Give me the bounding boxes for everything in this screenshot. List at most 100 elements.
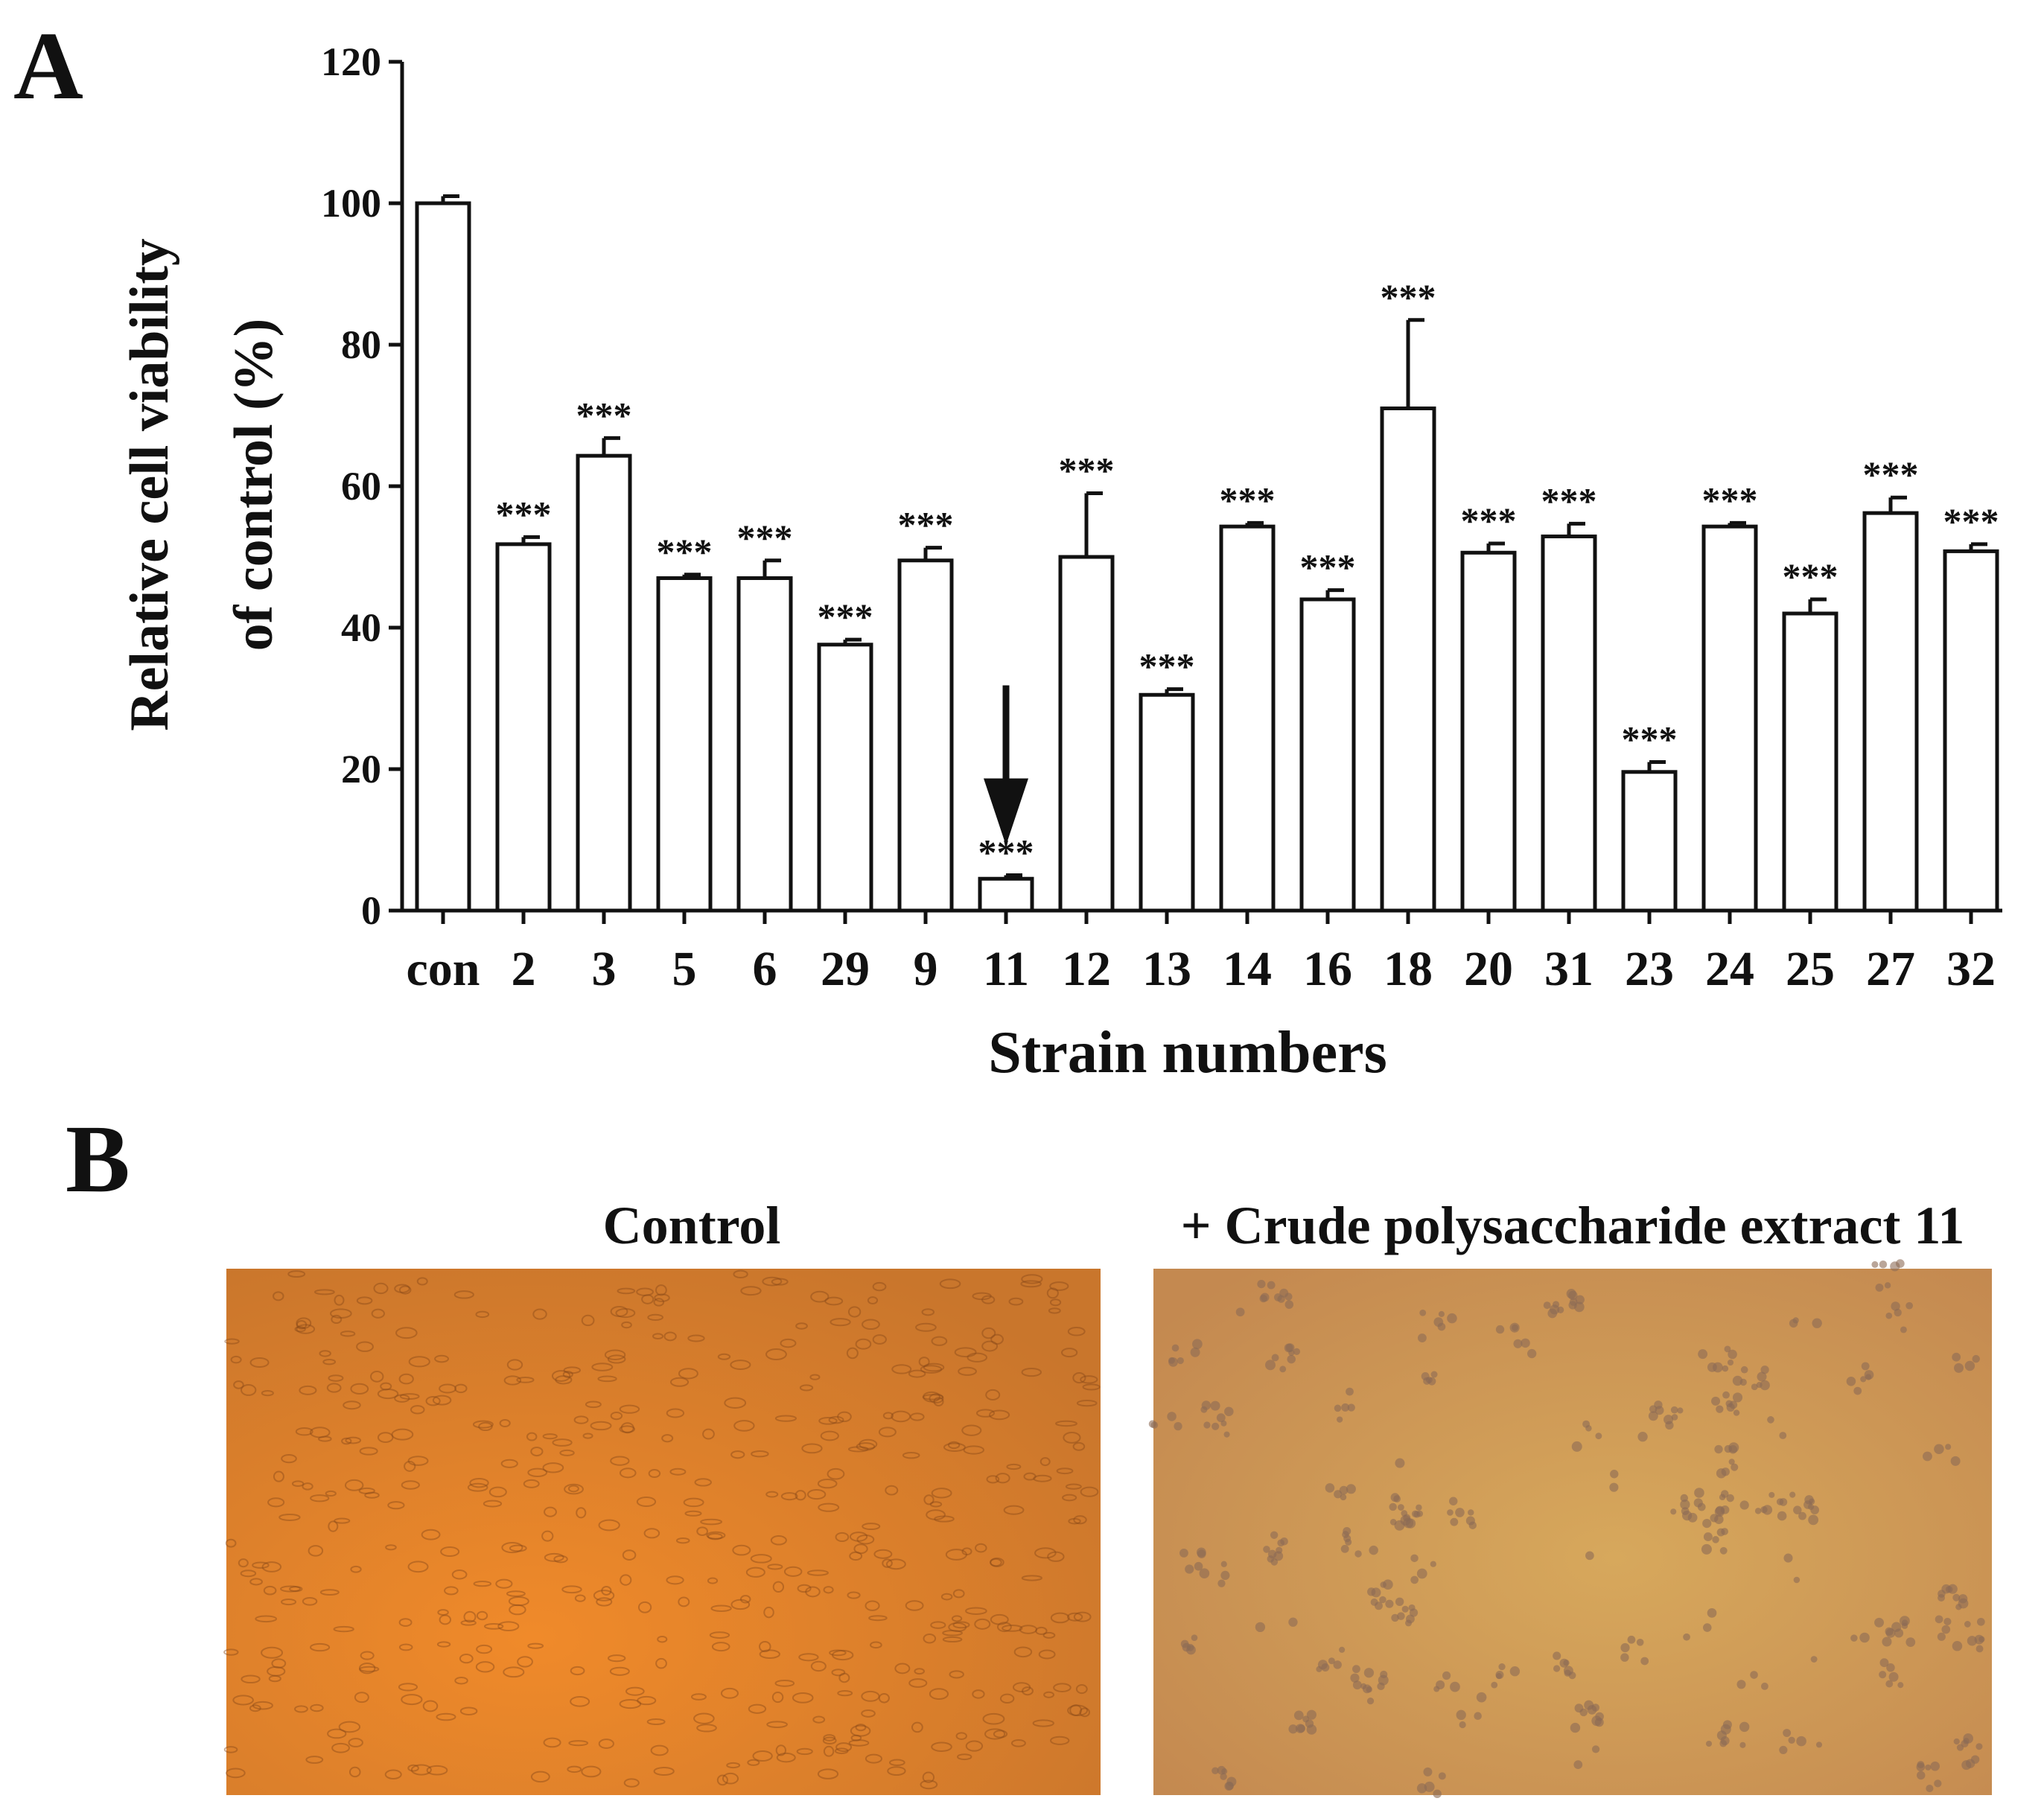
cell — [1417, 1333, 1427, 1342]
cell — [1964, 1360, 1975, 1371]
cell — [1179, 1548, 1188, 1558]
cell — [318, 1435, 332, 1442]
cell — [1436, 1680, 1445, 1689]
cell — [965, 1607, 987, 1615]
cell — [678, 1596, 690, 1607]
cell — [1288, 1724, 1298, 1734]
significance-label: *** — [496, 493, 552, 535]
cell — [1724, 1345, 1731, 1353]
cell — [767, 1564, 783, 1570]
cell — [573, 1415, 589, 1424]
cell — [810, 1290, 830, 1303]
cell — [476, 1644, 493, 1654]
cell — [1895, 1259, 1905, 1268]
cell — [894, 1663, 911, 1674]
cell — [1720, 1505, 1730, 1514]
cell — [910, 1412, 925, 1421]
cell — [1905, 1637, 1916, 1647]
cell — [812, 1715, 826, 1724]
cell — [1433, 1317, 1444, 1327]
cell — [371, 1308, 385, 1319]
cell — [1574, 1704, 1584, 1713]
cell — [1885, 1312, 1893, 1319]
significance-label: *** — [1863, 453, 1919, 495]
cell — [1080, 1486, 1099, 1497]
x-tick-label: 2 — [512, 942, 536, 996]
cell — [1712, 1536, 1719, 1543]
cell — [726, 1762, 741, 1769]
cell — [281, 1599, 297, 1606]
cell — [224, 1338, 240, 1345]
cell — [666, 1575, 684, 1585]
cell — [1401, 1605, 1409, 1613]
cell — [1649, 1405, 1658, 1413]
cell — [364, 1491, 380, 1499]
cell — [1905, 1301, 1913, 1310]
cell — [1378, 1674, 1389, 1686]
cell — [1060, 1348, 1078, 1358]
cell — [834, 1747, 849, 1755]
bar — [978, 876, 1034, 913]
cell — [233, 1380, 244, 1389]
cell — [356, 1296, 373, 1305]
cell — [348, 1738, 363, 1747]
cell — [625, 1686, 645, 1696]
cell — [1341, 1403, 1350, 1412]
cell — [598, 1519, 620, 1532]
cell — [1953, 1738, 1960, 1745]
cell — [762, 1276, 783, 1287]
cell — [774, 1415, 797, 1422]
cell — [954, 1347, 977, 1358]
cell — [872, 1334, 887, 1345]
cell — [722, 1772, 739, 1785]
cell — [1952, 1352, 1961, 1362]
cell — [1267, 1555, 1275, 1563]
cell — [1167, 1412, 1177, 1421]
cell — [590, 1421, 612, 1431]
cell — [766, 1721, 788, 1728]
cell — [911, 1721, 923, 1733]
x-tick-label: 25 — [1786, 942, 1835, 996]
cell — [1050, 1736, 1070, 1745]
cell — [1976, 1617, 1985, 1626]
cell — [310, 1494, 330, 1502]
cell — [1670, 1508, 1677, 1515]
cell — [1680, 1494, 1689, 1502]
cell — [774, 1679, 795, 1687]
cell — [1917, 1771, 1926, 1780]
significance-label: *** — [1139, 646, 1195, 687]
cell — [1702, 1518, 1712, 1529]
cell — [1150, 1421, 1159, 1429]
x-tick-label: 3 — [592, 942, 617, 996]
x-tick-label: 20 — [1464, 942, 1513, 996]
cell — [1174, 1422, 1182, 1431]
cell — [268, 1674, 281, 1683]
cell — [439, 1614, 452, 1625]
cell — [398, 1618, 413, 1627]
cell — [436, 1641, 451, 1648]
bar — [1299, 597, 1356, 913]
cell — [923, 1391, 940, 1403]
cell — [619, 1467, 637, 1479]
cell — [730, 1360, 751, 1370]
cell — [776, 1752, 796, 1763]
cell — [503, 1666, 525, 1678]
cell — [709, 1631, 730, 1639]
cell — [1967, 1636, 1978, 1646]
cell — [1340, 1494, 1347, 1501]
cell — [476, 1610, 488, 1621]
cell — [975, 1543, 987, 1553]
cell — [1042, 1631, 1056, 1639]
cell — [1874, 1617, 1885, 1628]
panel-label: B — [66, 1106, 130, 1213]
significance-label: *** — [1622, 718, 1678, 760]
y-tick-label: 80 — [341, 322, 381, 367]
cell — [990, 1557, 1005, 1567]
cell — [267, 1666, 286, 1677]
cell — [902, 1451, 920, 1459]
cell — [1023, 1472, 1037, 1481]
cell — [961, 1424, 982, 1436]
cell — [358, 1662, 376, 1674]
cell — [885, 1485, 899, 1496]
cell — [795, 1322, 808, 1330]
